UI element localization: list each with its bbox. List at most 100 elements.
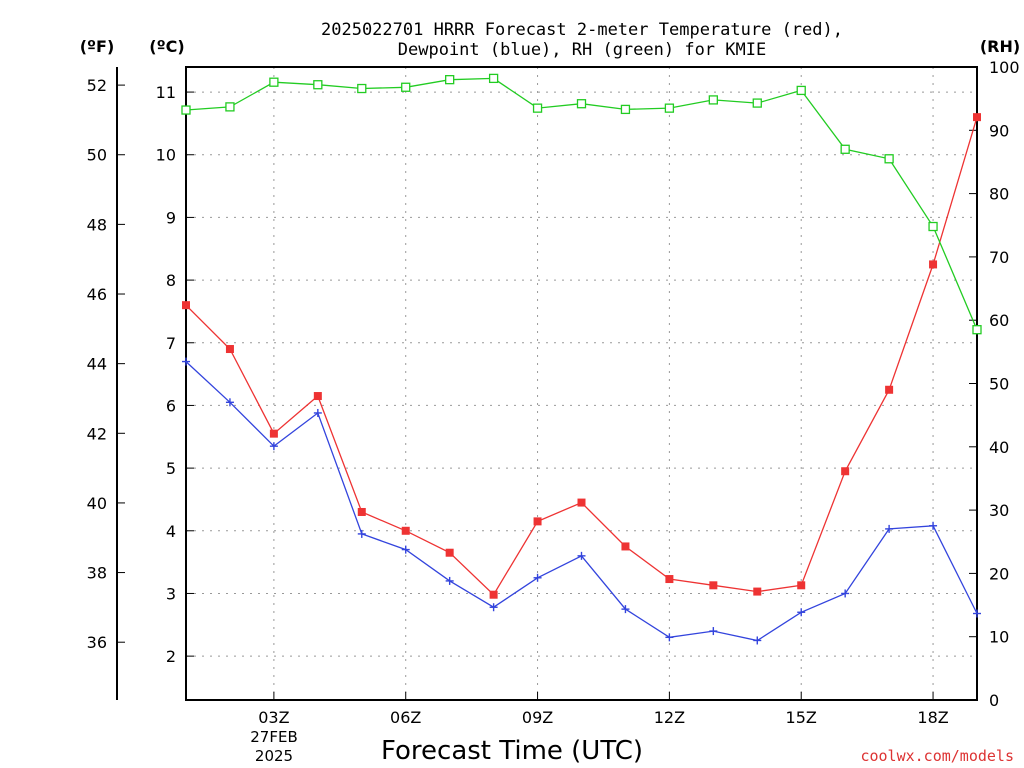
data-point-temperature [753, 587, 762, 596]
celsius-axis-label: (ºC) [149, 37, 184, 56]
data-point-dewpoint [357, 529, 366, 538]
data-point-temperature [357, 507, 366, 516]
series-dewpoint [182, 357, 981, 645]
celsius-tick-label: 4 [166, 522, 176, 541]
rh-tick-label: 0 [989, 691, 999, 710]
x-tick-label: 03Z [258, 708, 289, 727]
data-point-dewpoint [709, 627, 718, 636]
data-point-rh [401, 82, 411, 92]
fahrenheit-axis-label: (ºF) [80, 37, 115, 56]
data-point-temperature [225, 345, 234, 354]
data-point-dewpoint [841, 589, 850, 598]
rh-tick-label: 10 [989, 628, 1009, 647]
data-point-rh [357, 83, 367, 94]
data-point-dewpoint [533, 573, 542, 582]
data-point-dewpoint [665, 633, 674, 642]
data-point-rh [576, 99, 587, 109]
data-point-dewpoint [445, 576, 454, 585]
rh-tick-label: 40 [989, 438, 1009, 457]
data-point-rh [840, 144, 850, 154]
data-point-dewpoint [973, 609, 981, 618]
data-point-temperature [797, 581, 806, 590]
plot-frame [185, 66, 978, 701]
fahrenheit-tick-label: 42 [87, 424, 107, 443]
data-point-dewpoint [401, 545, 410, 554]
data-point-temperature [182, 301, 190, 310]
watermark: coolwx.com/models [860, 747, 1014, 765]
x-tick-label: 12Z [654, 708, 685, 727]
data-point-temperature [313, 392, 322, 401]
rh-tick-label: 100 [989, 58, 1020, 77]
data-point-dewpoint [885, 524, 894, 533]
data-point-dewpoint [929, 521, 938, 530]
rh-tick-label: 50 [989, 375, 1009, 394]
data-point-rh [269, 77, 279, 87]
x-tick-label: 09Z [522, 708, 553, 727]
data-point-temperature [401, 526, 410, 535]
fahrenheit-tick-label: 52 [87, 76, 107, 95]
fahrenheit-tick-label: 44 [87, 355, 107, 374]
x-tick-label: 18Z [917, 708, 948, 727]
data-point-rh [445, 75, 455, 85]
celsius-tick-label: 3 [166, 584, 176, 603]
celsius-tick-label: 11 [156, 83, 176, 102]
celsius-tick-label: 8 [166, 271, 176, 290]
fahrenheit-tick-label: 38 [87, 564, 107, 583]
data-point-temperature [665, 575, 674, 584]
data-point-rh [225, 102, 235, 112]
x-tick-label: 15Z [786, 708, 817, 727]
chart-title-line2: Dewpoint (blue), RH (green) for KMIE [398, 40, 766, 60]
data-point-temperature [489, 590, 498, 599]
data-point-rh [620, 104, 631, 115]
data-point-rh [752, 98, 762, 108]
x-tick-label: 06Z [390, 708, 421, 727]
data-point-temperature [533, 517, 542, 526]
rh-tick-label: 20 [989, 564, 1009, 583]
data-point-temperature [709, 581, 718, 590]
celsius-tick-label: 6 [166, 396, 176, 415]
rh-tick-label: 90 [989, 121, 1009, 140]
data-point-rh [664, 103, 675, 113]
axes: 36 38 40 42 44 46 48 50 52 2 3 4 5 6 7 8 9 10 11 0 10 20 30 40 5… [87, 58, 1020, 727]
series-temperature [182, 113, 981, 599]
data-point-dewpoint [621, 605, 630, 614]
data-point-rh [884, 154, 894, 164]
data-point-rh [181, 105, 191, 115]
data-point-temperature [885, 385, 894, 394]
data-point-dewpoint [797, 608, 806, 617]
fahrenheit-tick-label: 36 [87, 633, 107, 652]
data-point-dewpoint [313, 408, 322, 417]
rh-axis-label: (RH) [980, 37, 1020, 56]
x-axis-label: Forecast Time (UTC) [381, 736, 643, 766]
data-point-temperature [973, 113, 981, 122]
series-rh [181, 73, 982, 335]
data-point-dewpoint [577, 551, 586, 560]
data-point-dewpoint [182, 357, 190, 366]
rh-tick-label: 70 [989, 248, 1009, 267]
data-point-temperature [841, 467, 850, 476]
data-point-temperature [577, 498, 586, 507]
grid-lines [186, 67, 977, 700]
series-line-rh [185, 77, 978, 330]
rh-tick-label: 30 [989, 501, 1009, 520]
celsius-tick-label: 9 [166, 208, 176, 227]
fahrenheit-tick-label: 46 [87, 285, 107, 304]
data-point-rh [928, 221, 938, 232]
rh-tick-label: 60 [989, 311, 1009, 330]
data-point-rh [532, 103, 543, 113]
data-series [181, 73, 982, 645]
data-point-temperature [445, 548, 454, 557]
fahrenheit-tick-label: 48 [87, 215, 107, 234]
data-point-temperature [929, 260, 938, 269]
rh-tick-label: 80 [989, 185, 1009, 204]
chart-title-line1: 2025022701 HRRR Forecast 2-meter Tempera… [321, 20, 843, 40]
data-point-rh [708, 95, 718, 105]
date-label-line1: 27FEB [250, 728, 297, 746]
data-point-dewpoint [489, 603, 498, 612]
celsius-tick-label: 10 [156, 146, 176, 165]
data-point-dewpoint [269, 442, 278, 451]
date-label-line2: 2025 [255, 747, 293, 765]
fahrenheit-tick-label: 50 [87, 146, 107, 165]
data-point-rh [488, 73, 499, 84]
